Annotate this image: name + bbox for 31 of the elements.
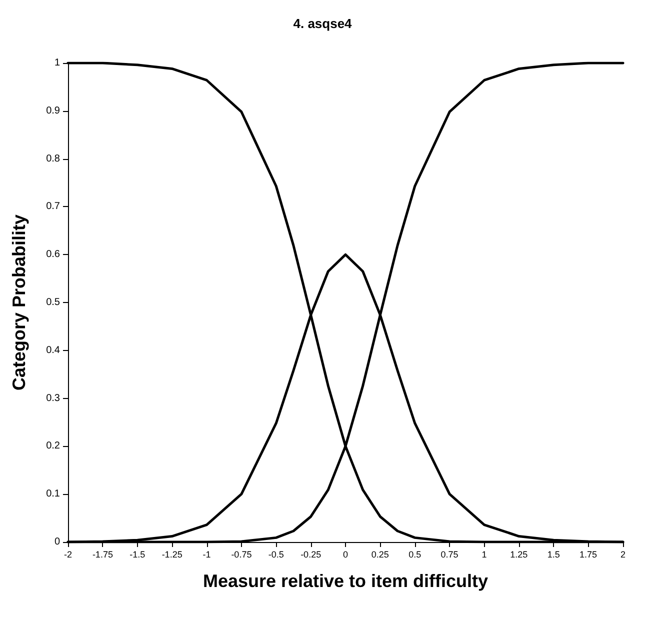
- x-tick-label: 2: [620, 550, 626, 560]
- x-tick-label: 1: [482, 550, 487, 560]
- x-tick-label: -0.25: [300, 550, 322, 560]
- x-axis-title: Measure relative to item difficulty: [202, 571, 488, 591]
- x-tick-label: 0.25: [371, 550, 389, 560]
- x-tick-label: -1.75: [92, 550, 113, 560]
- x-tick-label: -2: [64, 550, 72, 560]
- x-tick-label: 0.5: [408, 550, 422, 560]
- x-tick-label: -1: [202, 550, 211, 560]
- x-tick-label: 1.75: [580, 550, 598, 560]
- chart-title: 4. asqse4: [293, 16, 353, 31]
- x-tick-label: -0.5: [268, 550, 284, 560]
- x-tick-label: 0: [342, 550, 348, 560]
- x-tick-label: -0.75: [231, 550, 252, 560]
- y-axis-title: Category Probability: [9, 214, 29, 391]
- y-tick-label: 0.3: [46, 392, 60, 404]
- y-tick-label: 0.2: [46, 440, 60, 452]
- y-tick-label: 0.8: [46, 153, 60, 164]
- y-tick-label: 1: [54, 58, 60, 68]
- x-tick-label: 1.5: [547, 550, 560, 560]
- y-tick-label: 0.4: [46, 344, 60, 356]
- y-tick-label: 0.1: [46, 488, 60, 500]
- y-tick-label: 0: [54, 536, 60, 548]
- x-tick-label: -1.5: [130, 550, 146, 560]
- x-tick-label: 1.25: [510, 550, 528, 560]
- x-tick-label: 0.75: [440, 550, 458, 560]
- y-tick-label: 0.9: [46, 105, 60, 116]
- x-tick-label: -1.25: [162, 550, 182, 560]
- y-tick-label: 0.5: [46, 297, 60, 308]
- y-tick-label: 0.6: [46, 249, 60, 260]
- y-tick-label: 0.7: [46, 201, 60, 212]
